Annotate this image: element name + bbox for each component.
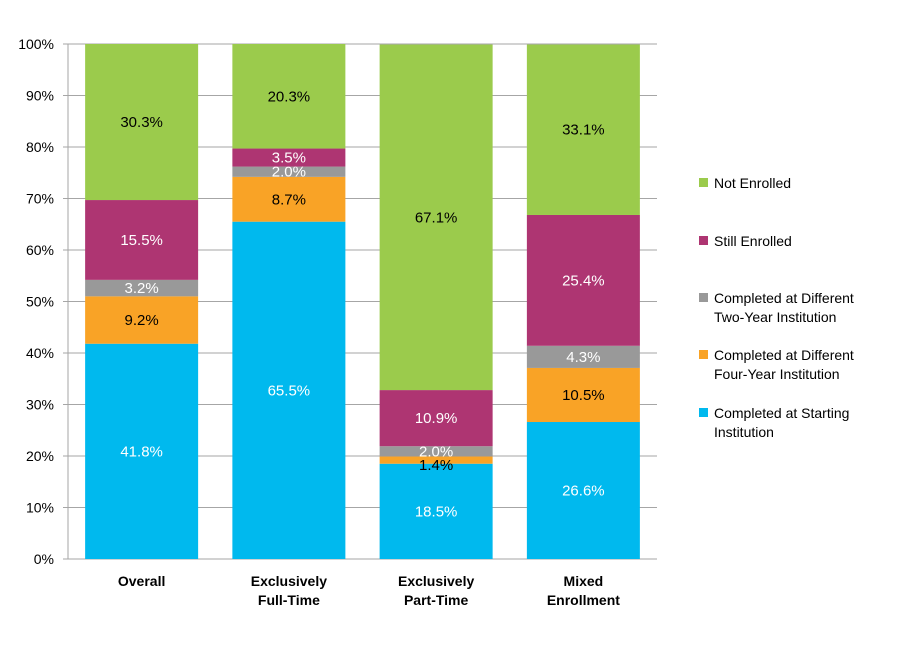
data-label: 8.7% (272, 191, 306, 208)
bar-segment (85, 343, 199, 559)
bar-segment (379, 446, 493, 457)
data-label: 30.3% (120, 114, 163, 131)
x-tick-label: Exclusively (251, 573, 327, 589)
legend-label: Institution (714, 424, 774, 440)
bar-segment (526, 44, 640, 215)
x-tick-label: Full-Time (258, 592, 320, 608)
y-tick-label: 70% (26, 191, 54, 207)
bar-segment (232, 44, 346, 149)
bar-segment (526, 214, 640, 346)
bar-segment (526, 345, 640, 368)
data-label: 33.1% (562, 122, 605, 139)
y-tick-label: 80% (26, 139, 54, 155)
bar-segment (526, 367, 640, 423)
data-label: 26.6% (562, 483, 605, 500)
bar-segment (85, 296, 199, 344)
x-tick-label: Exclusively (398, 573, 474, 589)
bar-segment (232, 148, 346, 167)
y-tick-label: 90% (26, 88, 54, 104)
y-tick-label: 100% (18, 36, 54, 52)
bar-segment (379, 390, 493, 447)
data-label: 20.3% (268, 88, 311, 105)
bar-segment (379, 44, 493, 391)
data-label: 41.8% (120, 443, 163, 460)
legend-swatch (699, 236, 708, 245)
data-label: 15.5% (120, 232, 163, 249)
y-tick-label: 50% (26, 294, 54, 310)
y-tick-label: 0% (34, 551, 54, 567)
data-label: 10.5% (562, 387, 605, 404)
data-label: 65.5% (268, 382, 311, 399)
legend-label: Four-Year Institution (714, 366, 840, 382)
data-label: 4.3% (566, 349, 600, 366)
bar-segment (379, 456, 493, 464)
data-label: 9.2% (125, 312, 159, 329)
x-tick-label: Enrollment (547, 592, 620, 608)
y-tick-label: 20% (26, 448, 54, 464)
legend-swatch (699, 408, 708, 417)
legend-label: Completed at Different (714, 290, 854, 306)
bar-segment (526, 422, 640, 559)
x-tick-label: Part-Time (404, 592, 469, 608)
bar-segment (232, 176, 346, 222)
legend-label: Two-Year Institution (714, 309, 836, 325)
bar-segment (232, 166, 346, 177)
data-label: 1.4% (419, 457, 453, 474)
data-label: 2.0% (272, 164, 306, 181)
bar-segment (85, 279, 199, 297)
data-label: 10.9% (415, 410, 458, 427)
x-tick-label: Mixed (564, 573, 604, 589)
bar-segment (85, 200, 199, 280)
data-label: 2.0% (419, 443, 453, 460)
data-label: 3.2% (125, 280, 159, 297)
data-label: 18.5% (415, 503, 458, 520)
bar-segment (85, 44, 199, 201)
data-label: 3.5% (272, 150, 306, 167)
legend-label: Completed at Starting (714, 405, 849, 421)
x-tick-label: Overall (118, 573, 165, 589)
legend-label: Still Enrolled (714, 233, 792, 249)
legend-swatch (699, 350, 708, 359)
y-tick-label: 60% (26, 242, 54, 258)
bar-segment (232, 221, 346, 560)
data-label: 67.1% (415, 209, 458, 226)
bar-segment (379, 463, 493, 559)
legend-label: Completed at Different (714, 347, 854, 363)
legend-swatch (699, 178, 708, 187)
y-tick-label: 10% (26, 500, 54, 516)
data-label: 25.4% (562, 272, 605, 289)
y-tick-label: 30% (26, 397, 54, 413)
legend-label: Not Enrolled (714, 175, 791, 191)
y-tick-label: 40% (26, 345, 54, 361)
legend-swatch (699, 293, 708, 302)
